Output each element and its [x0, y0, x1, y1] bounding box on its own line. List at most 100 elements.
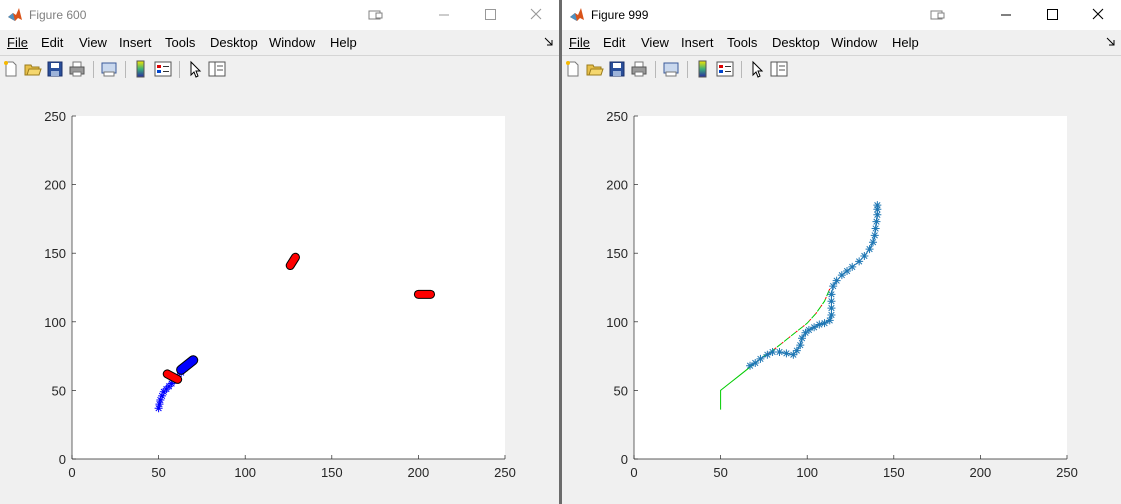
- path-point: [860, 251, 869, 260]
- menu-bar: File Edit View Insert Tools Desktop Wind…: [0, 30, 559, 54]
- menu-tools[interactable]: Tools: [727, 35, 758, 50]
- menu-desktop[interactable]: Desktop: [772, 35, 820, 50]
- y-tick-label: 0: [59, 452, 66, 467]
- series-line-1: [754, 288, 831, 364]
- minimize-button[interactable]: [983, 0, 1029, 30]
- print-icon[interactable]: [630, 60, 648, 78]
- open-file-icon[interactable]: [586, 60, 604, 78]
- y-tick-label: 200: [44, 178, 66, 193]
- menu-desktop[interactable]: Desktop: [210, 35, 258, 50]
- y-tick-label: 150: [44, 246, 66, 261]
- figure-600-window: Figure 600 File Edit View Insert Tools D…: [0, 0, 559, 504]
- menu-edit[interactable]: Edit: [41, 35, 64, 50]
- menu-window[interactable]: Window: [269, 35, 316, 50]
- toolbar: [0, 55, 559, 84]
- path-point: [792, 346, 801, 355]
- colorbar-icon[interactable]: [132, 60, 150, 78]
- open-file-icon[interactable]: [24, 60, 42, 78]
- menu-window[interactable]: Window: [831, 35, 878, 50]
- menu-help[interactable]: Help: [330, 35, 357, 50]
- save-icon[interactable]: [46, 60, 64, 78]
- menu-insert[interactable]: Insert: [119, 35, 152, 50]
- path-point: [843, 267, 852, 276]
- path-point: [804, 326, 813, 335]
- menu-insert[interactable]: Insert: [681, 35, 714, 50]
- path-point: [158, 391, 167, 400]
- x-tick-label: 200: [970, 465, 992, 480]
- new-figure-icon[interactable]: [2, 60, 20, 78]
- x-tick-label: 50: [151, 465, 165, 480]
- title-bar: Figure 999: [562, 0, 1121, 30]
- path-point: [873, 201, 882, 210]
- plot-area[interactable]: [72, 116, 505, 459]
- colorbar-icon[interactable]: [694, 60, 712, 78]
- path-point: [832, 276, 841, 285]
- save-icon[interactable]: [608, 60, 626, 78]
- close-button[interactable]: [513, 0, 559, 30]
- menu-edit[interactable]: Edit: [603, 35, 626, 50]
- x-tick-label: 200: [408, 465, 430, 480]
- menu-tools[interactable]: Tools: [165, 35, 196, 50]
- pointer-icon[interactable]: [748, 60, 766, 78]
- path-point: [827, 304, 836, 313]
- path-point: [782, 349, 791, 358]
- toolbar-separator: [179, 61, 180, 78]
- x-tick-label: 0: [68, 465, 75, 480]
- menu-help[interactable]: Help: [892, 35, 919, 50]
- y-tick-label: 100: [606, 315, 628, 330]
- menu-arrow-icon[interactable]: [1106, 37, 1116, 47]
- path-point: [870, 231, 879, 240]
- window-divider: [559, 0, 562, 504]
- y-tick-label: 0: [621, 452, 628, 467]
- path-point: [156, 396, 165, 405]
- menu-file[interactable]: File: [569, 35, 590, 50]
- path-point: [810, 323, 819, 332]
- toolbar-separator: [655, 61, 656, 78]
- path-point: [751, 358, 760, 367]
- print-preview-icon[interactable]: [100, 60, 118, 78]
- x-tick-label: 100: [796, 465, 818, 480]
- figure-canvas[interactable]: 0 50 100 150 200 250 0 50 100 150 200 250: [0, 83, 559, 504]
- maximize-button[interactable]: [467, 0, 513, 30]
- menu-bar: File Edit View Insert Tools Desktop Wind…: [562, 30, 1121, 54]
- path-point: [872, 217, 881, 226]
- legend-icon[interactable]: [716, 60, 734, 78]
- menu-view[interactable]: View: [79, 35, 107, 50]
- property-editor-icon[interactable]: [770, 60, 788, 78]
- title-bar: Figure 600: [0, 0, 559, 30]
- menu-arrow-icon[interactable]: [544, 37, 554, 47]
- print-icon[interactable]: [68, 60, 86, 78]
- path-point: [815, 320, 824, 329]
- toolbar: [562, 55, 1121, 84]
- x-tick-label: 250: [494, 465, 516, 480]
- path-point: [837, 271, 846, 280]
- figure-999-window: Figure 999 File Edit View Insert Tools D…: [562, 0, 1121, 504]
- undock-icon[interactable]: [368, 9, 384, 21]
- plot-area[interactable]: [634, 116, 1067, 459]
- pointer-icon[interactable]: [186, 60, 204, 78]
- window-title: Figure 999: [591, 8, 649, 22]
- figure-canvas[interactable]: 0 50 100 150 200 250 0 50 100 150 200 250: [562, 83, 1121, 504]
- legend-icon[interactable]: [154, 60, 172, 78]
- path-point: [827, 297, 836, 306]
- x-tick-label: 0: [630, 465, 637, 480]
- close-button[interactable]: [1075, 0, 1121, 30]
- matlab-logo-icon: [570, 8, 584, 21]
- path-point: [848, 262, 857, 271]
- new-figure-icon[interactable]: [564, 60, 582, 78]
- y-tick-label: 50: [52, 383, 66, 398]
- menu-view[interactable]: View: [641, 35, 669, 50]
- x-tick-label: 50: [713, 465, 727, 480]
- undock-icon[interactable]: [930, 9, 946, 21]
- path-point: [746, 361, 755, 370]
- path-point: [869, 238, 878, 247]
- axes[interactable]: 0 50 100 150 200 250 0 50 100 150 200 250: [562, 83, 1121, 504]
- toolbar-separator: [687, 61, 688, 78]
- property-editor-icon[interactable]: [208, 60, 226, 78]
- axes[interactable]: 0 50 100 150 200 250 0 50 100 150 200 250: [0, 83, 559, 504]
- robot-marker: [177, 356, 198, 374]
- print-preview-icon[interactable]: [662, 60, 680, 78]
- minimize-button[interactable]: [421, 0, 467, 30]
- menu-file[interactable]: File: [7, 35, 28, 50]
- maximize-button[interactable]: [1029, 0, 1075, 30]
